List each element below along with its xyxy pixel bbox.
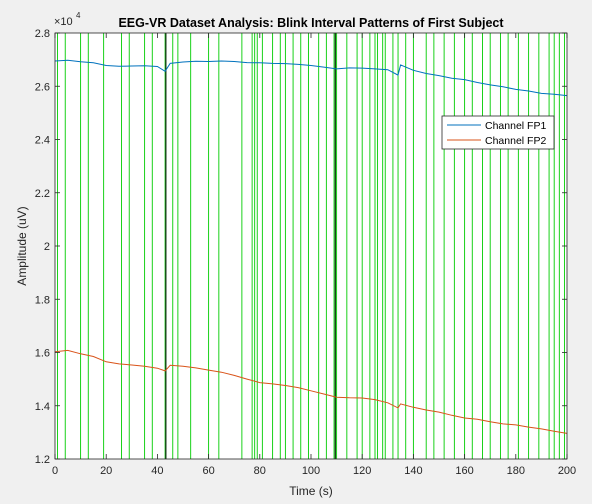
y-tick-label-6: 2.4 [35,135,50,147]
legend: Channel FP1 Channel FP2 [441,115,555,150]
blink-markers [57,33,565,459]
y-tick-label-2: 1.6 [35,348,50,360]
y-tick-label-3: 1.8 [35,294,50,306]
x-tick-label-1: 20 [100,465,112,477]
y-exponent-label: ×10 4 [54,11,81,28]
x-tick-label-7: 140 [404,465,422,477]
x-tick-label-3: 60 [202,465,214,477]
x-tick-label-0: 0 [52,465,58,477]
y-tick-label-1: 1.4 [35,401,50,413]
x-tick-label-4: 80 [254,465,266,477]
legend-label-fp2: Channel FP2 [485,135,546,147]
x-tick-label-2: 40 [151,465,163,477]
series-line-0 [55,59,567,97]
y-exponent-power: 4 [76,11,81,20]
series-line-1 [55,349,567,434]
series-lines [55,59,567,434]
y-tick-label-0: 1.2 [35,454,50,466]
y-tick-label-7: 2.6 [35,81,50,93]
x-tick-label-9: 180 [507,465,525,477]
plot-area [55,33,567,459]
x-tick-label-8: 160 [455,465,473,477]
y-tick-label-5: 2.2 [35,188,50,200]
y-tick-label-4: 2 [44,241,50,253]
x-tick-label-6: 120 [353,465,371,477]
y-axis-ticks: 1.2 1.4 1.6 1.8 2 2.2 2.4 2.6 2.8 [35,28,567,466]
x-axis-ticks: 0 20 40 60 80 100 120 140 160 180 200 [52,33,576,477]
legend-box [441,115,555,150]
chart-title: EEG-VR Dataset Analysis: Blink Interval … [118,16,504,30]
x-tick-label-5: 100 [302,465,320,477]
y-axis-label: Amplitude (uV) [15,206,29,285]
y-tick-label-8: 2.8 [35,28,50,40]
x-tick-label-10: 200 [558,465,576,477]
x-axis-label: Time (s) [289,484,333,498]
y-exponent-base: ×10 [54,16,73,28]
legend-label-fp1: Channel FP1 [485,120,546,132]
